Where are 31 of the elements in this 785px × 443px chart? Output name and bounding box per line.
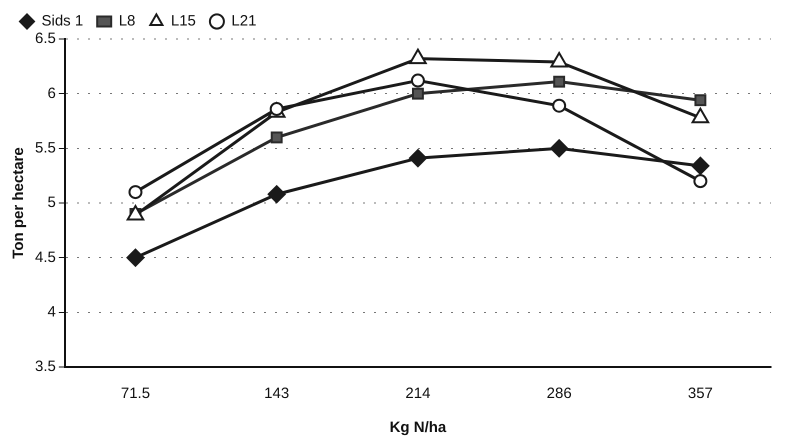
point bbox=[691, 156, 710, 175]
point bbox=[552, 98, 566, 113]
point bbox=[128, 185, 142, 200]
legend-label: L15 bbox=[170, 12, 196, 30]
point bbox=[553, 76, 566, 88]
x-axis-title: Kg N/ha bbox=[390, 419, 447, 436]
x-tick-label: 71.5 bbox=[120, 385, 150, 402]
x-tick-label: 143 bbox=[264, 385, 290, 402]
y-tick-label: 4 bbox=[48, 303, 56, 320]
point bbox=[268, 185, 286, 204]
point bbox=[550, 139, 568, 158]
point bbox=[408, 149, 427, 168]
legend-label: Sids 1 bbox=[42, 12, 84, 30]
y-tick-label: 4.5 bbox=[34, 248, 56, 266]
legend-label: L8 bbox=[118, 12, 136, 30]
point bbox=[410, 74, 425, 88]
point bbox=[126, 248, 144, 267]
y-tick-label: 5 bbox=[48, 194, 56, 212]
x-tick-label: 357 bbox=[688, 385, 713, 402]
point bbox=[270, 131, 283, 144]
x-tick-label: 214 bbox=[405, 385, 430, 402]
x-tick-label: 286 bbox=[546, 385, 572, 402]
y-axis-title: Ton per hectare bbox=[10, 147, 28, 259]
point bbox=[694, 94, 706, 106]
y-tick-label: 5.5 bbox=[34, 139, 56, 156]
point bbox=[693, 174, 708, 188]
y-tick-label: 6 bbox=[48, 84, 56, 102]
y-tick-label: 3.5 bbox=[34, 358, 56, 376]
legend-label: L21 bbox=[231, 12, 256, 30]
point bbox=[412, 88, 424, 100]
y-tick-label: 6.5 bbox=[34, 30, 56, 48]
